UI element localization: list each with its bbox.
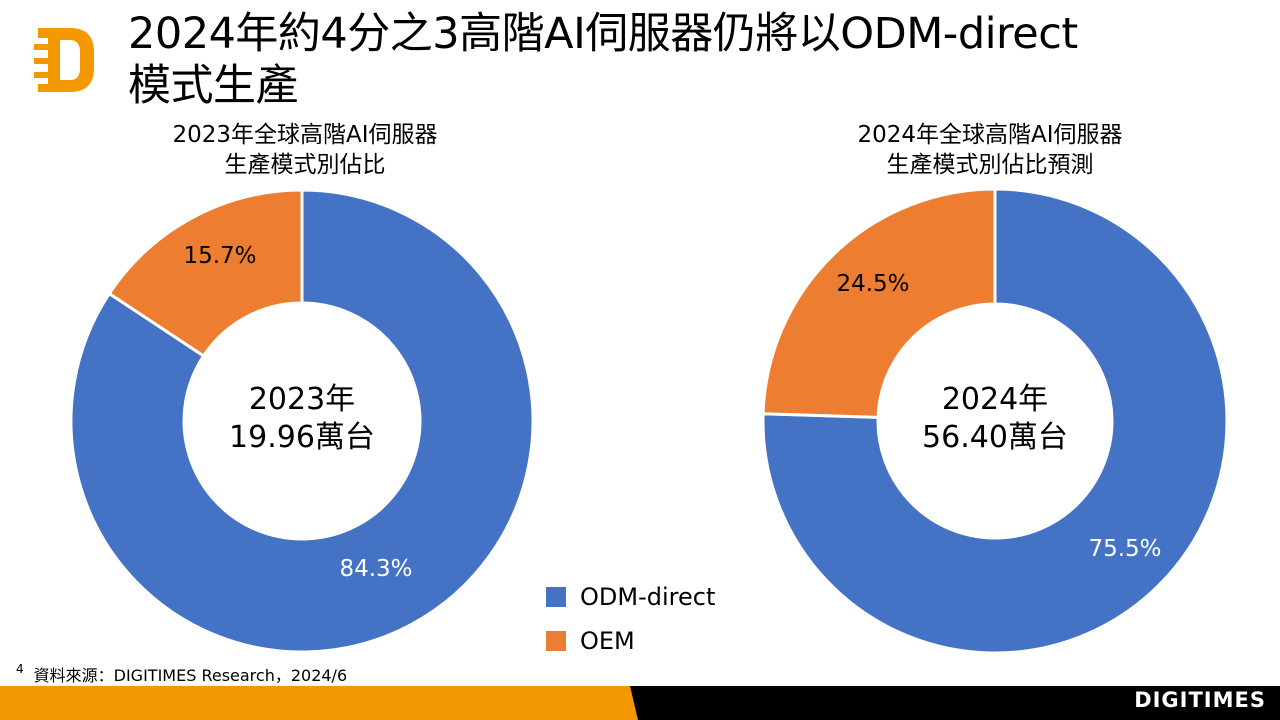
title-line-1: 2024年約4分之3高階AI伺服器仍將以ODM-direct <box>128 9 1078 59</box>
donut-2024-label-odm-direct: 75.5% <box>1088 536 1161 562</box>
page-title: 2024年約4分之3高階AI伺服器仍將以ODM-direct 模式生產 <box>128 8 1248 112</box>
donut-2023-label-oem: 15.7% <box>183 243 256 269</box>
legend: ODM-direct OEM <box>546 575 715 663</box>
chart-title-2023-line2: 生產模式別佔比 <box>224 152 386 178</box>
footer-brand-logo: DIGITIMES <box>1134 688 1266 712</box>
donut-2024-slice-odm-direct <box>761 187 1229 655</box>
chart-title-2024: 2024年全球高階AI伺服器 生產模式別佔比預測 <box>790 120 1190 180</box>
donut-2024-center-label-2: 56.40萬台 <box>922 420 1068 455</box>
donut-2024-center-label-1: 2024年 <box>942 382 1048 417</box>
title-line-2: 模式生產 <box>128 61 299 111</box>
legend-label-odm-direct: ODM-direct <box>580 583 716 611</box>
chart-title-2024-line1: 2024年全球高階AI伺服器 <box>857 122 1123 148</box>
legend-swatch-oem <box>546 631 566 651</box>
donut-2024-slice-oem <box>761 187 997 419</box>
donut-2023-center-label-1: 2023年 <box>249 382 355 417</box>
source-note: 4 資料來源：DIGITIMES Research，2024/6 <box>16 662 347 686</box>
source-text: 資料來源：DIGITIMES Research，2024/6 <box>33 666 348 685</box>
page-number: 4 <box>16 662 24 676</box>
donut-2023-center-label-2: 19.96萬台 <box>229 420 375 455</box>
legend-swatch-odm-direct <box>546 587 566 607</box>
donut-2024-label-oem: 24.5% <box>836 271 909 297</box>
legend-label-oem: OEM <box>580 627 635 655</box>
footer-bar <box>0 686 1280 720</box>
chart-title-2023-line1: 2023年全球高階AI伺服器 <box>172 122 438 148</box>
chart-title-2024-line2: 生產模式別佔比預測 <box>886 152 1094 178</box>
legend-item-odm-direct: ODM-direct <box>546 575 715 619</box>
chart-title-2023: 2023年全球高階AI伺服器 生產模式別佔比 <box>110 120 500 180</box>
footer-orange-band <box>0 686 638 720</box>
donut-2023-slice-odm-direct <box>69 188 535 654</box>
donut-2023-label-odm-direct: 84.3% <box>339 556 412 582</box>
digitimes-logo-icon <box>34 28 94 92</box>
donut-2023-slice-oem <box>107 188 304 358</box>
legend-item-oem: OEM <box>546 619 715 663</box>
